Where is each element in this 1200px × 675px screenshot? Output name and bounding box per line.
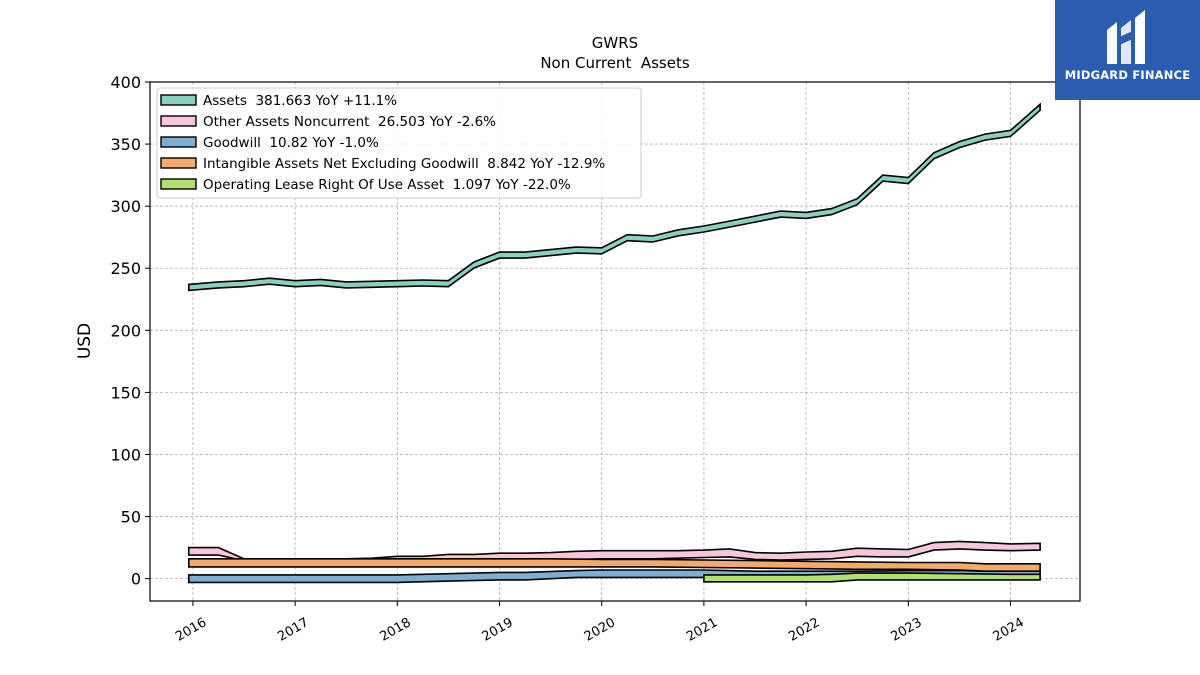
x-tick-label: 2019 (480, 615, 516, 645)
chart-title: GWRS (592, 34, 638, 52)
legend-label: Goodwill 10.82 YoY -1.0% (203, 135, 379, 151)
y-ticks: 0 50 100 150 200 250 300 350 400 (110, 73, 150, 589)
y-tick-label: 250 (110, 259, 141, 278)
legend-swatch (160, 178, 197, 190)
series-layer (188, 102, 1041, 584)
brand-mark-icon (1107, 10, 1145, 64)
series-band-3 (188, 557, 1041, 573)
y-tick-label: 0 (131, 570, 141, 589)
legend-label: Other Assets Noncurrent 26.503 YoY -2.6% (203, 114, 496, 130)
y-tick-label: 100 (110, 445, 141, 464)
legend-swatch (160, 157, 197, 169)
series-band-0 (188, 102, 1041, 292)
legend-box (156, 87, 642, 199)
y-tick-label: 300 (110, 197, 141, 216)
brand-name: MIDGARD FINANCE (1064, 68, 1191, 82)
y-tick-label: 400 (110, 73, 141, 92)
brand-logo: MIDGARD FINANCE (1055, 0, 1200, 100)
x-tick-label: 2021 (684, 615, 720, 645)
legend-label: Operating Lease Right Of Use Asset 1.097… (203, 177, 571, 193)
x-tick-label: 2017 (275, 615, 311, 645)
legend-swatch (160, 94, 197, 106)
x-tick-label: 2016 (173, 615, 209, 645)
legend-swatch (160, 136, 197, 148)
y-tick-label: 200 (110, 321, 141, 340)
legend-label: Assets 381.663 YoY +11.1% (203, 93, 397, 109)
x-tick-label: 2020 (582, 615, 618, 645)
chart-subtitle: Non Current Assets (540, 54, 690, 72)
x-tick-label: 2022 (786, 615, 822, 645)
y-tick-label: 350 (110, 135, 141, 154)
legend: Assets 381.663 YoY +11.1% Other Assets No… (156, 87, 642, 199)
plot-frame (149, 81, 1081, 602)
x-tick-label: 2023 (888, 615, 924, 645)
legend-swatch (160, 115, 197, 127)
x-ticks: 2016 2017 2018 2019 2020 2021 2022 2023 2024 (173, 601, 1027, 645)
y-tick-label: 150 (110, 383, 141, 402)
y-tick-label: 50 (121, 508, 141, 527)
series-band-1 (188, 540, 1041, 562)
series-band-4 (703, 572, 1041, 583)
x-tick-label: 2018 (377, 615, 413, 645)
legend-label: Intangible Assets Net Excluding Goodwill… (203, 156, 605, 172)
y-axis-label: USD (75, 323, 95, 359)
x-tick-label: 2024 (991, 615, 1027, 645)
